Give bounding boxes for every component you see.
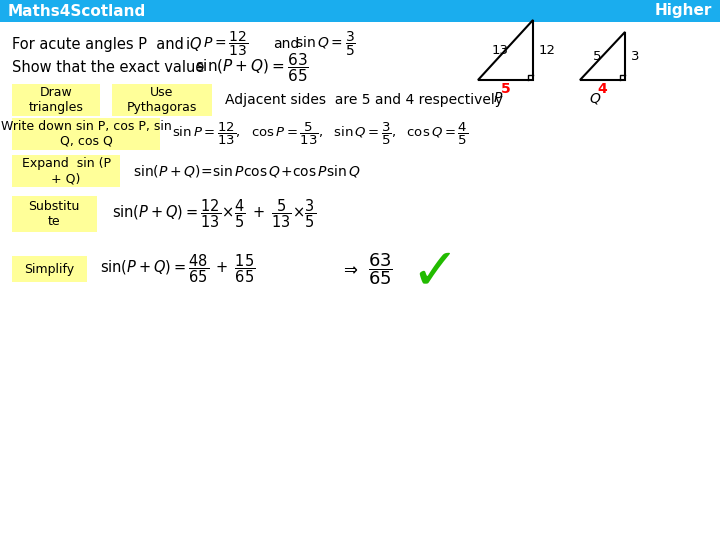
Text: 5: 5: [500, 82, 510, 96]
FancyBboxPatch shape: [12, 84, 100, 116]
Text: 3: 3: [631, 50, 639, 63]
Text: $\sin P = \dfrac{12}{13},$  $\cos P = \dfrac{5}{13},$  $\sin Q = \dfrac{3}{5},$ : $\sin P = \dfrac{12}{13},$ $\cos P = \df…: [172, 121, 468, 147]
FancyBboxPatch shape: [12, 196, 97, 232]
Text: Q: Q: [589, 91, 600, 105]
Text: $\sin(P+Q)=\dfrac{48}{65}\;+\;\dfrac{15}{65}$: $\sin(P+Q)=\dfrac{48}{65}\;+\;\dfrac{15}…: [100, 253, 256, 285]
Text: 13: 13: [492, 44, 509, 57]
Text: Higher: Higher: [654, 3, 712, 18]
FancyBboxPatch shape: [12, 256, 87, 282]
Text: i$Q$: i$Q$: [185, 35, 202, 53]
Text: $\sin(P+Q)=\dfrac{12}{13}\!\times\!\dfrac{4}{5}\;+\;\dfrac{5}{13}\!\times\!\dfra: $\sin(P+Q)=\dfrac{12}{13}\!\times\!\dfra…: [112, 198, 316, 230]
FancyBboxPatch shape: [112, 84, 212, 116]
Text: Write down sin P, cos P, sin
Q, cos Q: Write down sin P, cos P, sin Q, cos Q: [1, 120, 171, 148]
Text: $\Rightarrow$: $\Rightarrow$: [340, 260, 359, 278]
Text: Expand  sin (P
+ Q): Expand sin (P + Q): [22, 157, 110, 185]
Text: $\sin(P+Q)\!=\!\sin P\cos Q\!+\!\cos P\sin Q$: $\sin(P+Q)\!=\!\sin P\cos Q\!+\!\cos P\s…: [133, 163, 361, 179]
Text: ✓: ✓: [410, 244, 459, 300]
Text: Substitu
te: Substitu te: [28, 200, 80, 228]
FancyBboxPatch shape: [12, 155, 120, 187]
Bar: [0, 0, 720, 22]
Text: 5: 5: [593, 50, 602, 63]
Text: $\dfrac{63}{65}$: $\dfrac{63}{65}$: [368, 251, 393, 287]
Text: Use
Pythagoras: Use Pythagoras: [127, 86, 197, 114]
Text: $\sin Q = \dfrac{3}{5}$: $\sin Q = \dfrac{3}{5}$: [295, 30, 356, 58]
Text: Show that the exact value: Show that the exact value: [12, 60, 204, 76]
Text: For acute angles P  and: For acute angles P and: [12, 37, 184, 51]
Text: and: and: [273, 37, 300, 51]
Text: 12: 12: [539, 44, 556, 57]
Text: Draw
triangles: Draw triangles: [29, 86, 84, 114]
Text: Adjacent sides  are 5 and 4 respectively: Adjacent sides are 5 and 4 respectively: [225, 93, 503, 107]
Text: $P = \dfrac{12}{13}$: $P = \dfrac{12}{13}$: [203, 30, 248, 58]
Text: P: P: [493, 91, 502, 105]
Text: Maths4Scotland: Maths4Scotland: [8, 3, 146, 18]
Text: $\sin\!\left(P+Q\right)=\dfrac{63}{65}$: $\sin\!\left(P+Q\right)=\dfrac{63}{65}$: [195, 52, 309, 84]
FancyBboxPatch shape: [12, 118, 160, 150]
Text: 4: 4: [598, 82, 608, 96]
Text: Simplify: Simplify: [24, 262, 74, 275]
